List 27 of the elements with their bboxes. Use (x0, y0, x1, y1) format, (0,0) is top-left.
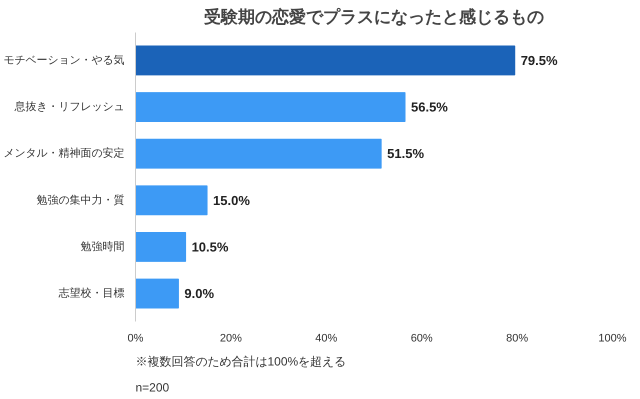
x-tick-label: 60% (410, 332, 433, 344)
x-tick-label: 80% (506, 332, 528, 344)
bar (136, 138, 382, 169)
x-tick-label: 20% (220, 332, 242, 344)
chart-title: 受験期の恋愛でプラスになったと感じるもの (204, 8, 544, 28)
bar (136, 46, 516, 76)
y-tick-label: メンタル・精神面の安定 (4, 146, 124, 160)
y-tick-label: 勉強時間 (80, 240, 124, 253)
bar (136, 185, 208, 216)
x-tick-label: 40% (315, 332, 338, 344)
data-label: 79.5% (520, 52, 558, 68)
bar (136, 232, 186, 262)
data-label: 56.5% (411, 100, 448, 115)
text: ※複数回答のため合計は100%を超える (136, 354, 346, 368)
data-label: 10.5% (192, 239, 229, 254)
y-tick-label: 志望校・目標 (58, 286, 124, 300)
y-tick-label: モチベーション・やる気 (4, 54, 124, 66)
x-tick-label: 100% (598, 332, 627, 344)
data-label: 9.0% (184, 286, 214, 302)
bar (136, 92, 406, 122)
data-label: 15.0% (213, 192, 250, 208)
text: n=200 (136, 380, 170, 394)
y-tick-label: 息抜き・リフレッシュ (14, 100, 124, 114)
bar (136, 278, 179, 308)
data-label: 51.5% (387, 146, 424, 162)
y-tick-label: 勉強の集中力・質 (36, 193, 124, 206)
x-tick-label: 0% (128, 332, 144, 344)
